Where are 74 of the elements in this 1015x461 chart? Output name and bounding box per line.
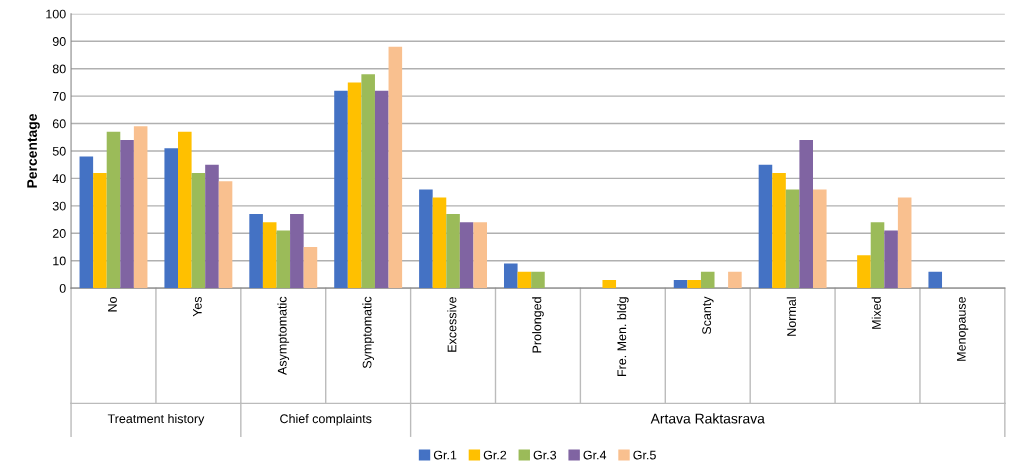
bar	[517, 271, 532, 289]
x-tick-label: No	[108, 296, 117, 312]
bar	[503, 263, 518, 289]
bar	[813, 189, 827, 289]
y-tick-label: 60	[52, 119, 66, 129]
bar	[673, 279, 688, 289]
y-tick-label: 70	[52, 91, 66, 101]
y-tick-label: 90	[52, 37, 66, 46]
x-tick-label: Scanty	[702, 296, 714, 335]
bar	[897, 197, 912, 289]
y-axis-title: Percentage	[27, 114, 40, 188]
bar	[303, 246, 318, 289]
bar	[758, 164, 773, 289]
x-tick-label: Fre. Men. bldg	[617, 297, 629, 377]
bar	[120, 140, 134, 289]
x-tick-label: Mixed	[871, 297, 881, 329]
x-tick-label: Normal	[786, 297, 796, 336]
bar	[728, 271, 742, 289]
y-tick-label: 50	[52, 146, 66, 156]
bar	[334, 90, 348, 289]
x-tick-label: Yes	[193, 296, 202, 317]
bar	[249, 214, 263, 289]
bar	[388, 46, 403, 289]
x-tick-label: Prolonged	[532, 297, 544, 353]
bar	[374, 90, 389, 289]
bar	[276, 230, 291, 289]
bar	[93, 172, 107, 289]
y-tick-label: 20	[52, 229, 66, 238]
x-tick-label: Menopause	[957, 297, 969, 361]
legend-label: Gr.1	[433, 450, 457, 460]
bar	[347, 82, 362, 289]
legend-label: Gr.2	[483, 450, 507, 460]
bar	[473, 222, 488, 289]
text: Treatment history	[107, 413, 205, 426]
x-tick-label: Excessive	[447, 297, 457, 352]
legend-label: Gr.4	[583, 450, 607, 460]
y-tick-label: 80	[52, 64, 66, 74]
bar	[79, 156, 94, 289]
bar	[857, 255, 871, 289]
bar	[133, 126, 148, 289]
bar	[884, 230, 898, 289]
y-tick-label: 100	[46, 9, 66, 19]
bar	[205, 164, 219, 289]
bar	[164, 148, 179, 289]
bar	[687, 279, 701, 289]
bar	[218, 181, 233, 289]
bar	[361, 74, 375, 289]
bar	[602, 279, 617, 289]
text: Artava Raktasrava	[650, 413, 765, 424]
bar	[419, 189, 433, 289]
y-tick-label: 10	[53, 256, 66, 266]
bar	[870, 222, 885, 289]
bar	[459, 222, 474, 289]
bar	[191, 172, 206, 289]
y-tick-label: 0	[59, 283, 66, 293]
bar	[531, 271, 545, 289]
y-tick-label: 30	[52, 201, 66, 211]
y-tick-label: 40	[52, 174, 66, 184]
bar	[432, 197, 447, 289]
x-tick-label: Symptomatic	[362, 296, 374, 369]
bar	[178, 131, 192, 289]
bar	[262, 222, 277, 289]
bar	[799, 140, 813, 289]
bar	[700, 271, 715, 289]
bar	[106, 131, 121, 289]
bar	[446, 214, 460, 289]
x-tick-label: Asymptomatic	[277, 296, 290, 375]
text: Chief complaints	[280, 413, 372, 426]
bar	[772, 172, 786, 289]
bar	[290, 214, 304, 289]
bar	[785, 189, 800, 289]
bar	[928, 271, 943, 289]
legend-label: Gr.5	[633, 450, 656, 460]
legend-label: Gr.3	[533, 450, 557, 460]
